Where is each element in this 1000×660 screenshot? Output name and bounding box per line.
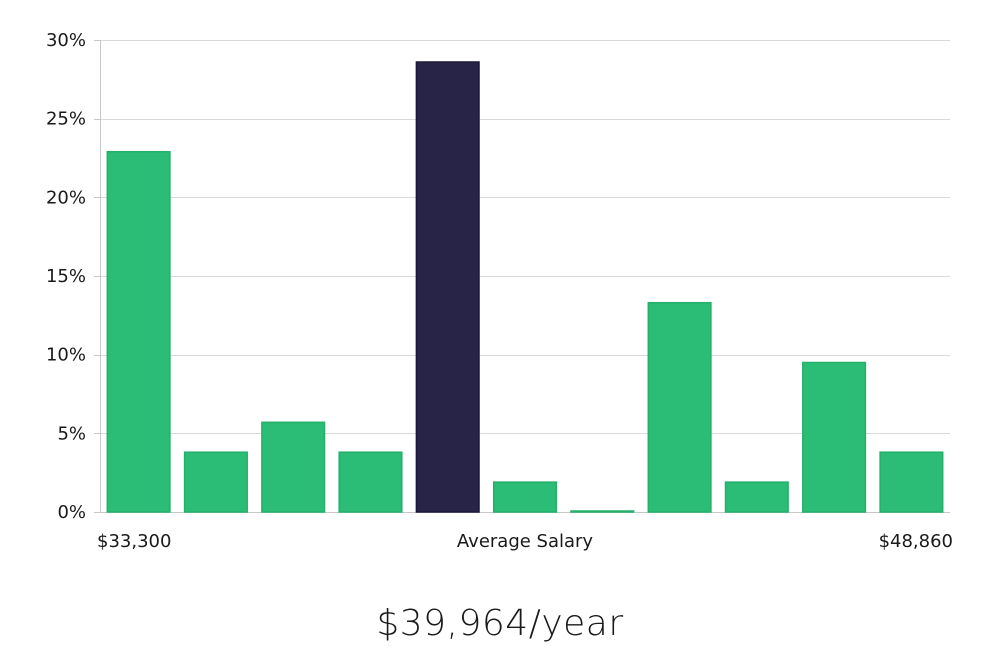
salary-histogram-chart: 0% 5% 10% 15% 20% 25% 30% $33,300 Average Sala… — [46, 30, 953, 552]
bar-salary-bin — [724, 481, 789, 513]
bar-salary-bin — [879, 451, 944, 513]
x-axis-labels: $33,300 Average Salary $48,860 — [97, 531, 953, 552]
y-tick-label: 15% — [46, 266, 86, 287]
y-tick-labels: 0% 5% 10% 15% 20% 25% 30% — [46, 30, 86, 523]
bar-average-salary — [415, 61, 480, 513]
bar-salary-bin — [570, 510, 635, 513]
x-label-average: Average Salary — [457, 531, 594, 552]
bar-salary-bin — [647, 301, 712, 513]
x-label-min: $33,300 — [97, 531, 171, 552]
y-tick-label: 0% — [57, 502, 86, 523]
x-label-max: $48,860 — [879, 531, 953, 552]
bar-salary-bin — [261, 421, 326, 513]
y-tick-label: 10% — [46, 345, 86, 366]
bar-salary-bin — [183, 451, 248, 513]
bar-salary-bin — [802, 361, 867, 513]
y-tick-label: 30% — [46, 30, 86, 51]
y-tick-label: 25% — [46, 109, 86, 130]
average-salary-value: $39,964/year — [376, 603, 624, 644]
y-tick-label: 20% — [46, 187, 86, 208]
bars — [106, 61, 944, 513]
y-tick-label: 5% — [57, 423, 86, 444]
bar-salary-bin — [338, 451, 403, 513]
bar-salary-bin — [492, 481, 558, 513]
bar-salary-bin — [106, 150, 171, 513]
